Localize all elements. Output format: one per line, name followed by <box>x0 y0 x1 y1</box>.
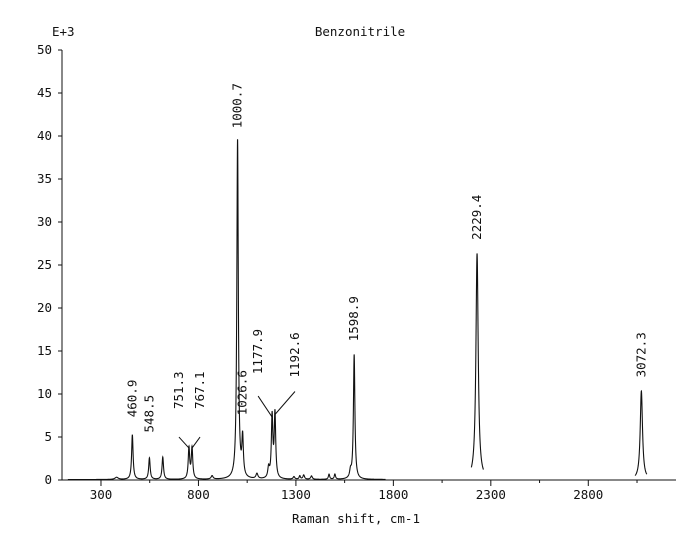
x-tick-label: 2300 <box>476 487 506 502</box>
peak-label: 1598.9 <box>346 296 361 341</box>
y-tick-label: 35 <box>37 171 52 186</box>
y-multiplier-label: E+3 <box>52 24 75 39</box>
peak-label: 751.3 <box>171 371 186 409</box>
chart-title: Benzonitrile <box>315 24 405 39</box>
peak-leader-line <box>257 395 273 418</box>
peak-label: 548.5 <box>141 395 156 433</box>
peak-label: 767.1 <box>192 371 207 409</box>
peak-leaders <box>178 391 296 449</box>
peak-leader-line <box>274 391 296 415</box>
x-tick-label: 1300 <box>281 487 311 502</box>
x-tick-label: 1800 <box>378 487 408 502</box>
peak-label: 2229.4 <box>469 195 484 240</box>
peak-label: 3072.3 <box>633 332 648 377</box>
peak-label: 1000.7 <box>230 83 245 128</box>
x-ticks: 300 800 1300 1800 2300 2800 <box>90 480 638 502</box>
peak-leader-line <box>191 436 201 449</box>
y-tick-label: 25 <box>37 257 52 272</box>
y-tick-label: 15 <box>37 343 52 358</box>
peak-leader-line <box>178 436 190 449</box>
peak-label: 1192.6 <box>287 332 302 377</box>
x-tick-label: 2800 <box>573 487 603 502</box>
x-tick-label: 800 <box>187 487 210 502</box>
peak-label: 460.9 <box>124 380 139 418</box>
spectrum-line <box>67 139 648 481</box>
peak-label: 1177.9 <box>250 329 265 374</box>
y-tick-label: 50 <box>37 42 52 57</box>
y-tick-label: 30 <box>37 214 52 229</box>
y-tick-label: 20 <box>37 300 52 315</box>
y-tick-label: 10 <box>37 386 52 401</box>
y-tick-label: 40 <box>37 128 52 143</box>
x-tick-label: 300 <box>90 487 113 502</box>
peak-label: 1026.6 <box>235 370 250 415</box>
y-tick-label: 45 <box>37 85 52 100</box>
y-tick-label: 5 <box>44 429 52 444</box>
x-axis-title: Raman shift, cm-1 <box>292 511 420 526</box>
y-tick-label: 0 <box>44 472 52 487</box>
y-ticks: 0 5 10 15 20 25 30 35 40 45 50 <box>37 42 62 487</box>
